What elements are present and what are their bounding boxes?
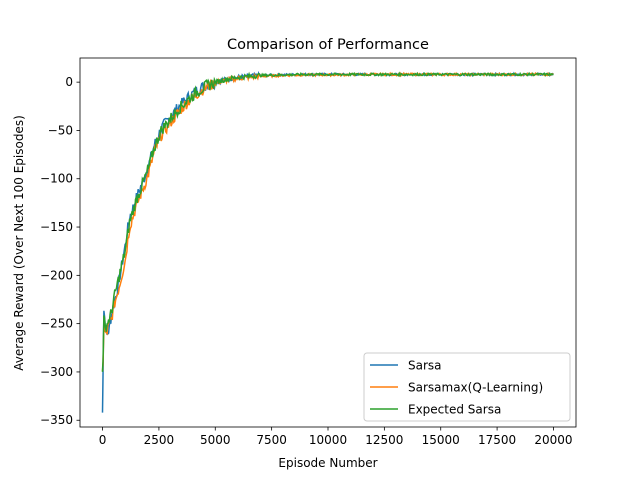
x-tick-label: 20000 [534, 433, 572, 447]
x-tick-label: 17500 [478, 433, 516, 447]
x-tick-label: 2500 [144, 433, 175, 447]
legend-label-1: Sarsamax(Q-Learning) [408, 381, 543, 395]
x-tick-label: 12500 [365, 433, 403, 447]
series-line-2 [101, 71, 554, 372]
chart-title: Comparison of Performance [227, 37, 429, 53]
y-tick-label: −150 [40, 220, 73, 234]
y-tick-label: −250 [40, 317, 73, 331]
legend: Sarsa Sarsamax(Q-Learning) Expected Sarsa [363, 352, 571, 422]
y-tick-label: −100 [40, 172, 73, 186]
y-tick-label: −200 [40, 268, 73, 282]
x-tick-label: 15000 [422, 433, 460, 447]
x-tick-label: 7500 [256, 433, 287, 447]
y-tick-label: 0 [65, 75, 73, 89]
x-tick-label: 5000 [200, 433, 231, 447]
legend-label-2: Expected Sarsa [408, 403, 501, 417]
y-tick-label: −350 [40, 413, 73, 427]
x-tick-label: 0 [99, 433, 107, 447]
y-tick-label: −50 [48, 123, 73, 137]
legend-label-0: Sarsa [408, 359, 442, 373]
y-axis-label: Average Reward (Over Next 100 Episodes) [12, 115, 26, 371]
x-tick-label: 10000 [309, 433, 347, 447]
y-tick-label: −300 [40, 365, 73, 379]
x-axis-label: Episode Number [278, 456, 377, 470]
plot-area: 0 2500 5000 7500 10000 12500 15000 17500 20000 0 −… [40, 57, 577, 447]
legend-box [363, 352, 571, 422]
